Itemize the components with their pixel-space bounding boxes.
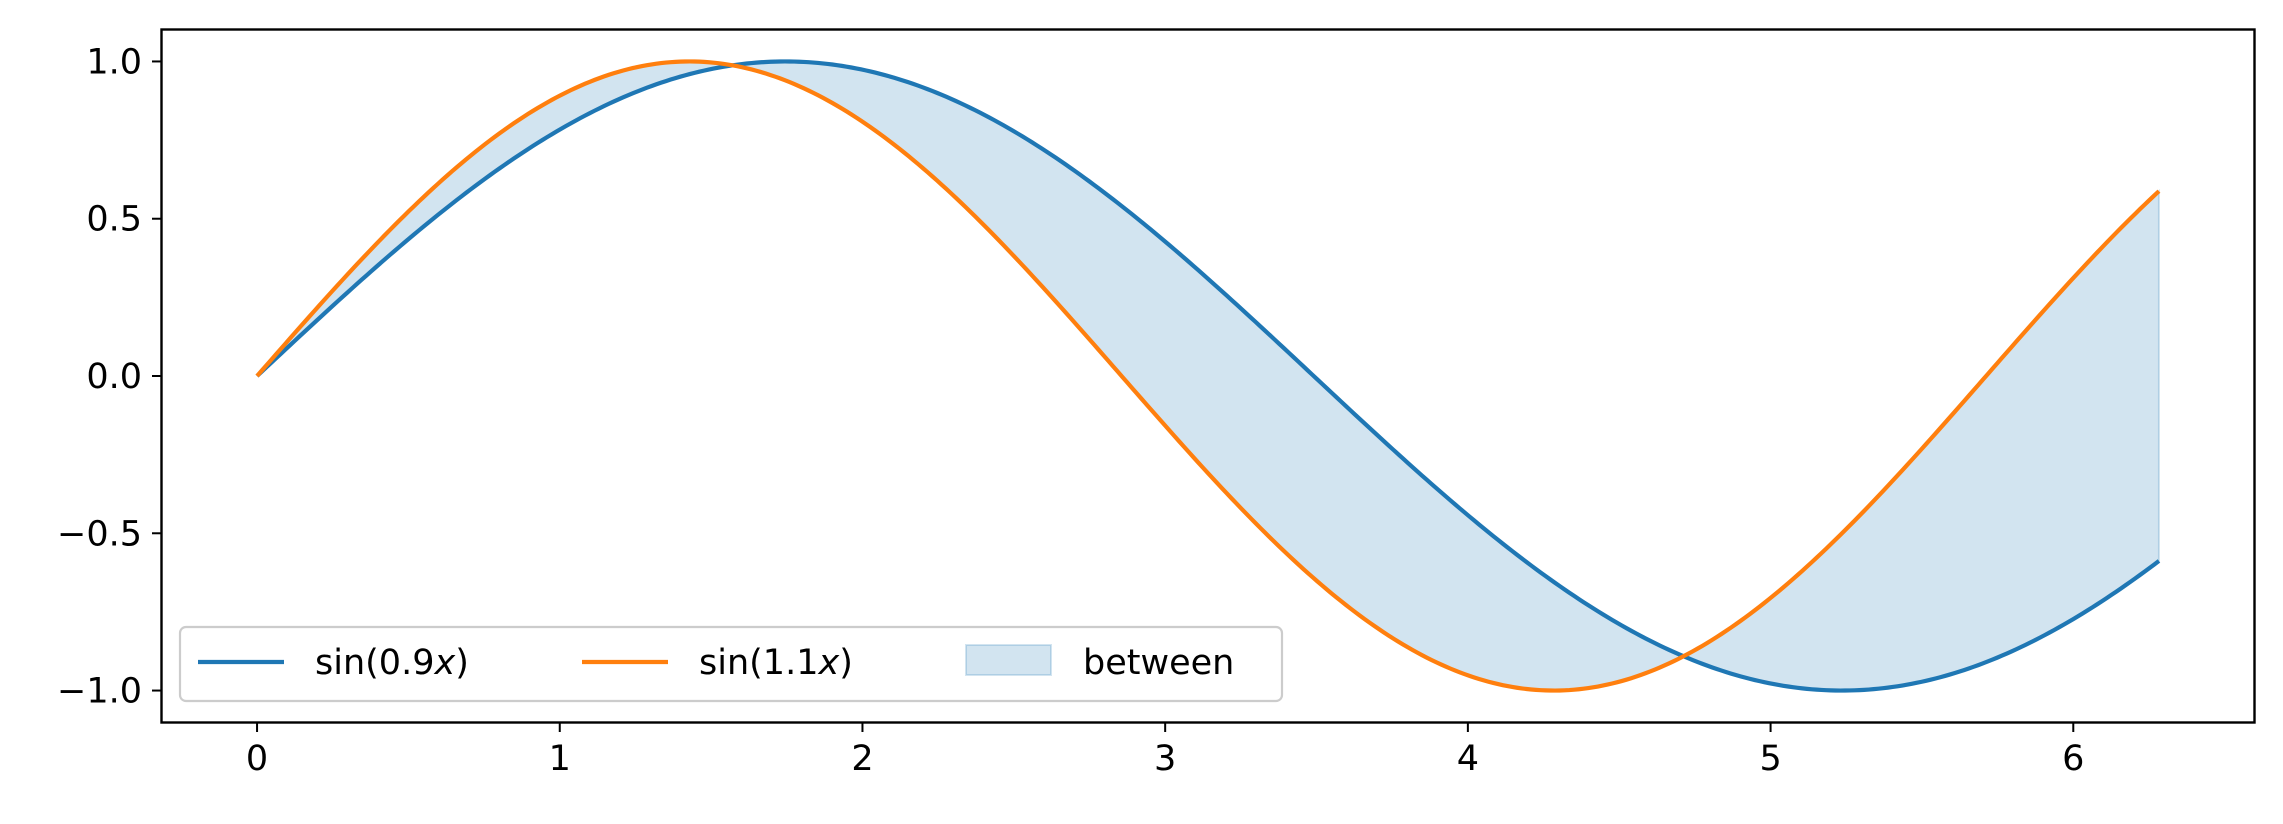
x-tick-label: 2 [851,739,873,779]
legend-label-sin-1-1x: sin(1.1x) [699,643,853,683]
series-line-sin-0-9x [255,59,2161,693]
y-tick-label: −0.5 [57,514,142,554]
y-tick-label: −1.0 [57,672,142,712]
y-tick-label: 1.0 [86,42,142,82]
y-tick-label: 0.5 [86,200,142,240]
y-tick-label: 0.0 [86,357,142,397]
legend-frame [178,625,1284,703]
plot-area [255,59,2161,693]
legend-patch-between [965,644,1052,676]
x-tick-label: 5 [1759,739,1781,779]
x-tick-label: 4 [1457,739,1479,779]
legend: sin(0.9x) sin(1.1x) between [178,625,1284,703]
x-tick-label: 0 [246,739,268,779]
legend-label-sin-0-9x: sin(0.9x) [315,643,469,683]
x-tick-label: 6 [2062,739,2084,779]
x-tick-label: 3 [1154,739,1176,779]
y-axis-ticks: 1.0 0.5 0.0 −0.5 −1.0 [57,42,162,712]
legend-label-between: between [1083,643,1234,683]
x-tick-label: 1 [549,739,571,779]
series-line-sin-1-1x [255,59,2161,693]
x-axis-ticks: 0 1 2 3 4 5 6 [246,722,2084,779]
